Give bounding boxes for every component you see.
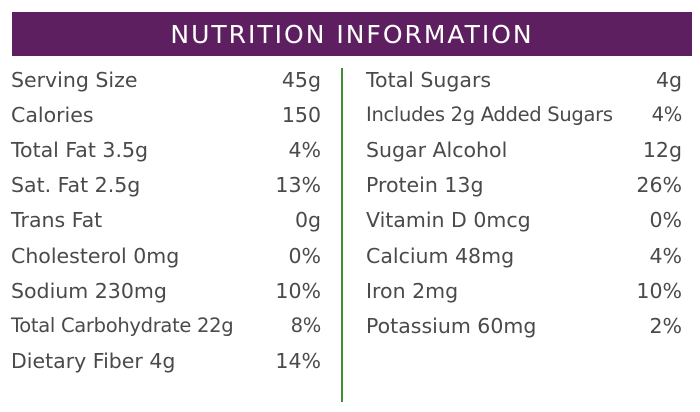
nutrient-row-sat-fat: Sat. Fat 2.5g 13% <box>11 168 321 203</box>
nutrient-row-added-sugars: Includes 2g Added Sugars 4% <box>366 97 682 132</box>
nutrient-value: 4% <box>651 103 683 127</box>
nutrient-label: Potassium 60mg <box>366 313 537 338</box>
nutrient-value: 0g <box>294 208 321 233</box>
nutrient-label: Protein 13g <box>366 173 484 198</box>
column-divider <box>341 68 343 402</box>
nutrient-label: Sat. Fat 2.5g <box>11 173 141 198</box>
nutrition-header: NUTRITION INFORMATION <box>12 12 692 56</box>
nutrient-value: 45g <box>281 67 321 92</box>
nutrient-row-calcium: Calcium 48mg 4% <box>366 238 682 273</box>
nutrient-row-serving-size: Serving Size 45g <box>11 62 321 97</box>
nutrient-value: 2% <box>649 313 682 338</box>
nutrient-row-protein: Protein 13g 26% <box>366 168 682 203</box>
nutrition-title: NUTRITION INFORMATION <box>170 19 534 49</box>
nutrient-row-total-carbohydrate: Total Carbohydrate 22g 8% <box>11 308 321 343</box>
nutrient-value: 0% <box>288 243 321 268</box>
nutrient-value: 4% <box>649 243 682 268</box>
nutrient-label: Calcium 48mg <box>366 243 515 268</box>
nutrient-label: Includes 2g Added Sugars <box>366 103 613 127</box>
nutrient-label: Dietary Fiber 4g <box>11 349 176 374</box>
nutrient-row-potassium: Potassium 60mg 2% <box>366 308 682 343</box>
nutrient-label: Calories <box>11 102 94 127</box>
nutrient-label: Sugar Alcohol <box>366 137 508 162</box>
nutrient-label: Total Fat 3.5g <box>11 137 149 162</box>
nutrient-row-cholesterol: Cholesterol 0mg 0% <box>11 238 321 273</box>
nutrient-value: 4% <box>288 137 321 162</box>
nutrient-label: Iron 2mg <box>366 278 459 303</box>
nutrient-row-total-sugars: Total Sugars 4g <box>366 62 682 97</box>
nutrient-value: 10% <box>636 278 682 303</box>
nutrient-value: 14% <box>275 349 321 374</box>
nutrient-row-sugar-alcohol: Sugar Alcohol 12g <box>366 132 682 167</box>
left-column: Serving Size 45g Calories 150 Total Fat … <box>11 62 321 379</box>
nutrient-value: 12g <box>642 137 682 162</box>
nutrient-label: Trans Fat <box>11 208 103 233</box>
nutrient-label: Sodium 230mg <box>11 278 167 303</box>
nutrient-value: 26% <box>636 173 682 198</box>
nutrient-value: 150 <box>281 102 321 127</box>
nutrient-row-trans-fat: Trans Fat 0g <box>11 203 321 238</box>
nutrient-row-dietary-fiber: Dietary Fiber 4g 14% <box>11 344 321 379</box>
nutrient-label: Serving Size <box>11 67 138 92</box>
nutrient-value: 10% <box>275 278 321 303</box>
nutrient-row-sodium: Sodium 230mg 10% <box>11 273 321 308</box>
nutrient-row-iron: Iron 2mg 10% <box>366 273 682 308</box>
nutrient-value: 0% <box>649 208 682 233</box>
nutrient-row-vitamin-d: Vitamin D 0mcg 0% <box>366 203 682 238</box>
nutrient-value: 8% <box>290 314 322 338</box>
nutrient-label: Cholesterol 0mg <box>11 243 180 268</box>
nutrient-row-calories: Calories 150 <box>11 97 321 132</box>
nutrient-value: 13% <box>275 173 321 198</box>
nutrient-label: Total Sugars <box>366 67 492 92</box>
nutrient-label: Vitamin D 0mcg <box>366 208 531 233</box>
nutrient-row-total-fat: Total Fat 3.5g 4% <box>11 132 321 167</box>
nutrient-value: 4g <box>655 67 682 92</box>
nutrient-label: Total Carbohydrate 22g <box>11 314 234 338</box>
right-column: Total Sugars 4g Includes 2g Added Sugars… <box>366 62 682 344</box>
